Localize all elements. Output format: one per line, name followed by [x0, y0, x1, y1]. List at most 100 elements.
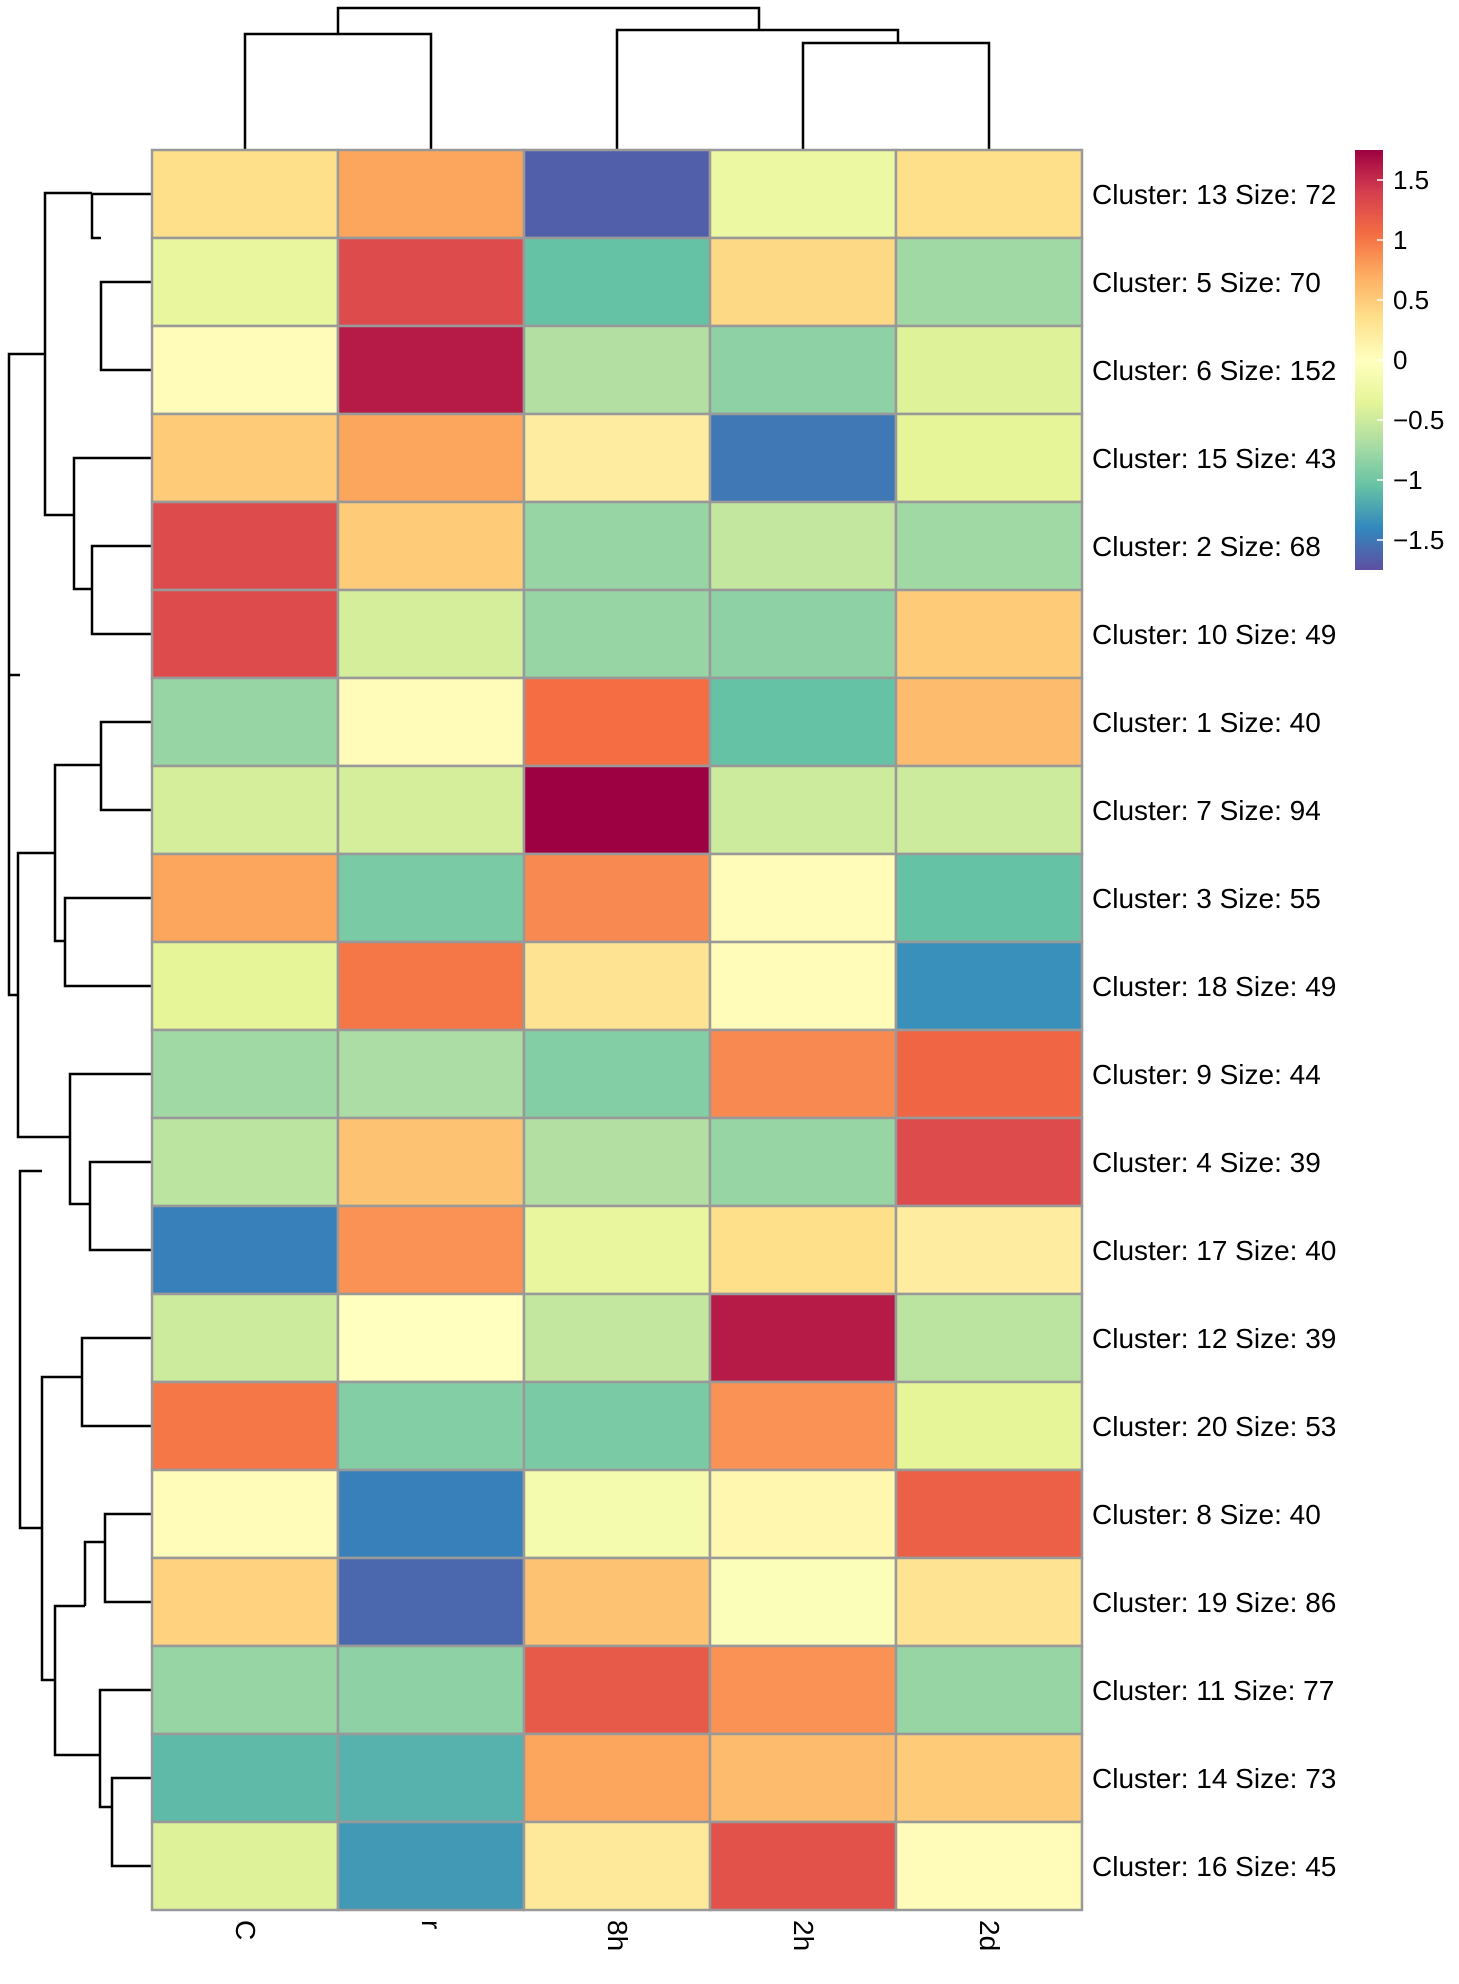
row-label: Cluster: 13 Size: 72 — [1092, 179, 1336, 210]
dendrogram-branch — [336, 6, 761, 34]
row-label: Cluster: 18 Size: 49 — [1092, 971, 1336, 1002]
heatmap-cell — [522, 1644, 712, 1736]
heatmap-cell — [150, 1468, 340, 1560]
heatmap-cell — [522, 1028, 712, 1120]
dendrogram-branch — [43, 191, 92, 517]
heatmap-cell — [150, 1556, 340, 1648]
heatmap-cell — [150, 676, 340, 768]
heatmap-cell — [522, 1820, 712, 1912]
heatmap-cell — [708, 1028, 898, 1120]
dendrogram-branch — [16, 851, 70, 1139]
heatmap-cell — [708, 500, 898, 592]
row-label: Cluster: 17 Size: 40 — [1092, 1235, 1336, 1266]
heatmap-cell — [150, 236, 340, 328]
heatmap-cell — [336, 324, 526, 416]
heatmap-cell — [150, 1028, 340, 1120]
heatmap-cell — [894, 1732, 1084, 1824]
dendrogram-branch — [99, 720, 152, 812]
colorbar-tick-label: −1 — [1393, 465, 1423, 495]
heatmap-cell — [708, 324, 898, 416]
dendrogram-branch — [99, 280, 152, 372]
heatmap-cell — [522, 500, 712, 592]
row-label: Cluster: 12 Size: 39 — [1092, 1323, 1336, 1354]
heatmap-cell — [336, 1468, 526, 1560]
heatmap-cell — [708, 764, 898, 856]
colorbar-tick-label: 0.5 — [1393, 285, 1429, 315]
heatmap-cell — [708, 1556, 898, 1648]
row-label: Cluster: 3 Size: 55 — [1092, 883, 1321, 914]
heatmap-cell — [708, 148, 898, 240]
heatmap-cell — [894, 676, 1084, 768]
dendrogram-branch — [103, 1512, 152, 1604]
heatmap-cell — [708, 1732, 898, 1824]
heatmap-cell — [150, 1292, 340, 1384]
row-label: Cluster: 7 Size: 94 — [1092, 795, 1321, 826]
heatmap-cell — [150, 852, 340, 944]
heatmap-cell — [894, 1204, 1084, 1296]
heatmap-cell — [336, 148, 526, 240]
row-label: Cluster: 20 Size: 53 — [1092, 1411, 1336, 1442]
heatmap-cell — [522, 1732, 712, 1824]
heatmap-cell — [522, 1116, 712, 1208]
heatmap-cell — [894, 1644, 1084, 1736]
heatmap-cell — [522, 324, 712, 416]
row-label: Cluster: 19 Size: 86 — [1092, 1587, 1336, 1618]
heatmap-cell — [150, 1820, 340, 1912]
dendrogram-branch — [110, 1776, 152, 1868]
heatmap-cell — [708, 1292, 898, 1384]
heatmap-cell — [336, 588, 526, 680]
heatmap-cell — [894, 236, 1084, 328]
colorbar-tick-label: −1.5 — [1393, 525, 1444, 555]
dendrogram-branch — [615, 28, 900, 150]
row-labels: Cluster: 13 Size: 72 Cluster: 5 Size: 70 C… — [1092, 179, 1336, 1882]
heatmap-cell — [336, 1820, 526, 1912]
heatmap-cell — [522, 1380, 712, 1472]
heatmap-cell — [522, 940, 712, 1032]
heatmap-cell — [894, 1116, 1084, 1208]
heatmap-cell — [150, 1732, 340, 1824]
heatmap-cell — [894, 1468, 1084, 1560]
dendrogram-branch — [68, 1072, 152, 1206]
row-label: Cluster: 1 Size: 40 — [1092, 707, 1321, 738]
row-label: Cluster: 9 Size: 44 — [1092, 1059, 1321, 1090]
heatmap-cell — [336, 852, 526, 944]
heatmap-cell — [522, 148, 712, 240]
dendrogram-branch — [63, 896, 152, 988]
heatmap-cell — [336, 1644, 526, 1736]
heatmap-cell — [894, 1820, 1084, 1912]
colorbar-tick-label: 1 — [1393, 225, 1407, 255]
dendrogram-branch — [243, 32, 433, 150]
heatmap-cell — [150, 940, 340, 1032]
heatmap-cell — [894, 1028, 1084, 1120]
row-label: Cluster: 16 Size: 45 — [1092, 1851, 1336, 1882]
dendrogram-branch — [88, 1160, 152, 1252]
colorbar-tick-label: −0.5 — [1393, 405, 1444, 435]
heatmap-cell — [150, 1116, 340, 1208]
row-label: Cluster: 5 Size: 70 — [1092, 267, 1321, 298]
heatmap-cell — [708, 1820, 898, 1912]
heatmap-cell — [894, 324, 1084, 416]
dendrogram-branch — [40, 1375, 82, 1682]
heatmap-cell — [522, 236, 712, 328]
heatmap-cell — [336, 1380, 526, 1472]
row-dendrogram — [7, 191, 152, 1868]
column-label: C — [230, 1920, 261, 1940]
heatmap-cell — [336, 1732, 526, 1824]
colorbar-tick-label: 1.5 — [1393, 165, 1429, 195]
heatmap-cell — [894, 852, 1084, 944]
heatmap-cell — [708, 236, 898, 328]
heatmap-cell — [522, 676, 712, 768]
heatmap-cell — [708, 1644, 898, 1736]
heatmap-cell — [708, 940, 898, 1032]
heatmap-cell — [708, 1204, 898, 1296]
heatmap-cell — [336, 1028, 526, 1120]
row-label: Cluster: 6 Size: 152 — [1092, 355, 1336, 386]
heatmap-cell — [894, 1292, 1084, 1384]
heatmap-cell — [336, 500, 526, 592]
colorbar-tick-label: 0 — [1393, 345, 1407, 375]
heatmap-cell — [150, 588, 340, 680]
heatmap-cell — [894, 940, 1084, 1032]
heatmap-cell — [522, 1556, 712, 1648]
